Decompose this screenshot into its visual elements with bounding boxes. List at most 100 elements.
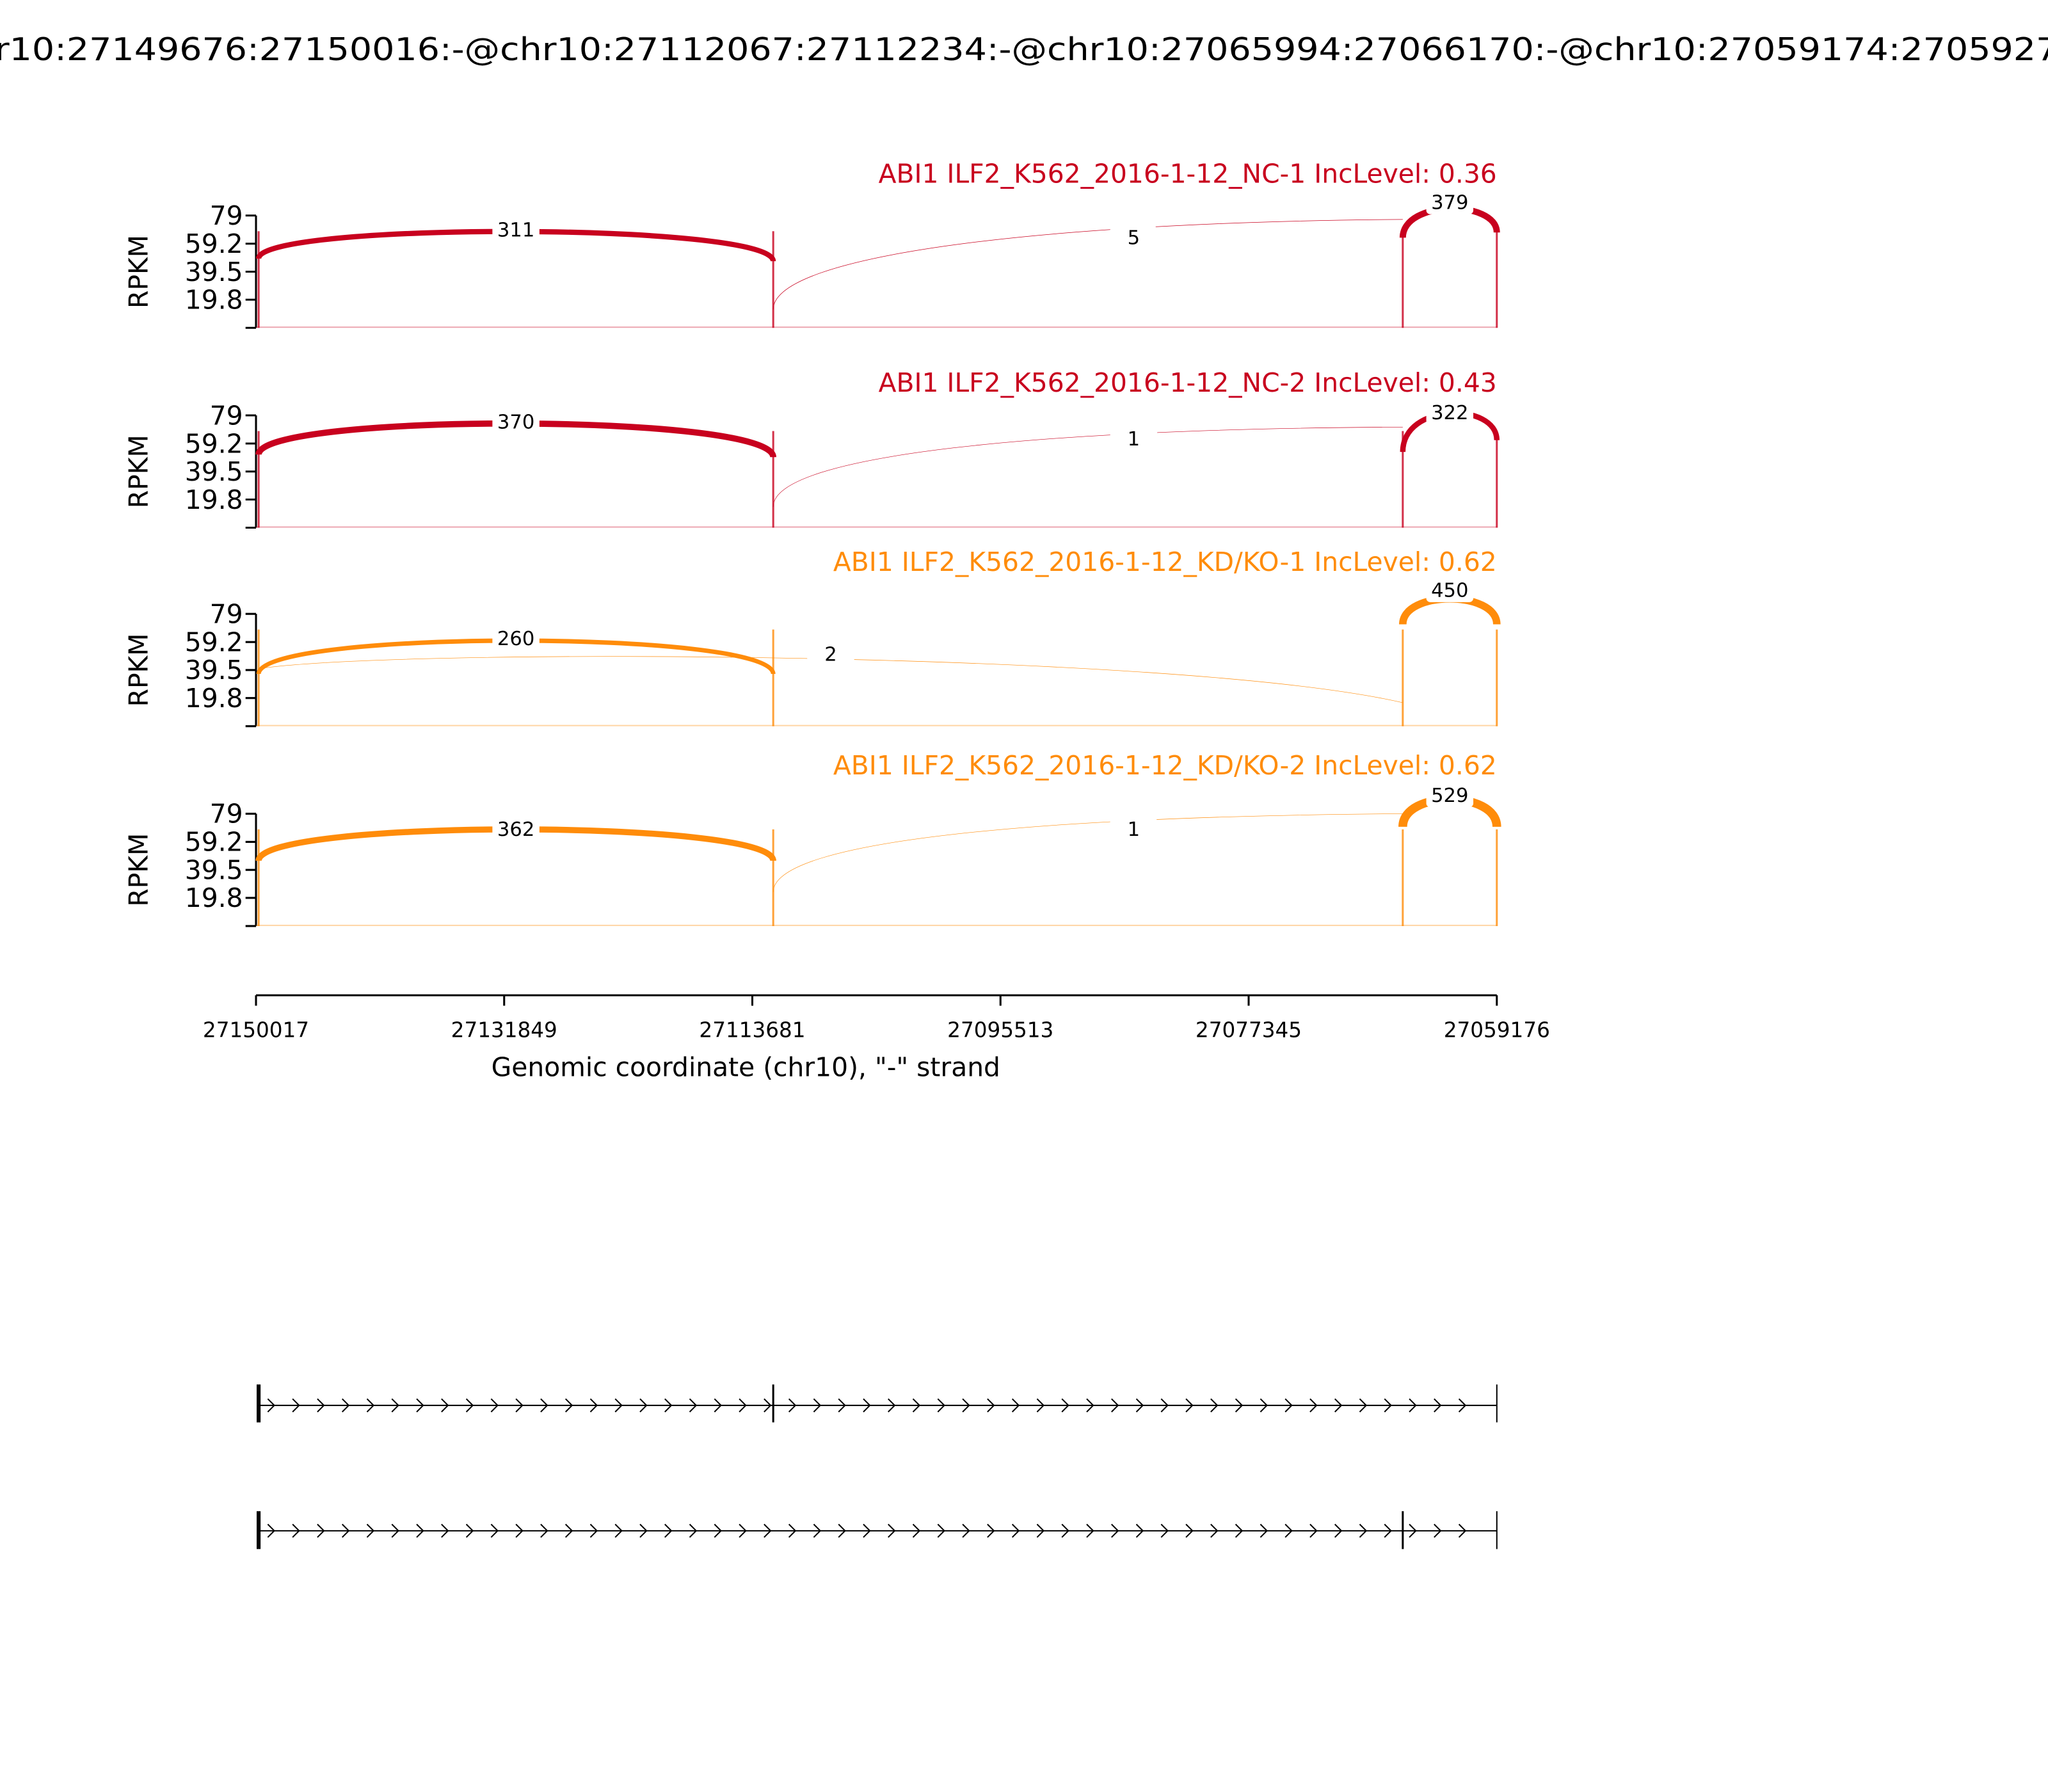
chevron [416,1398,424,1412]
junction-label-bg [1110,817,1158,842]
chevron [788,1398,797,1412]
chevrons [267,1398,1467,1538]
y-tick-label: 19.8 [185,285,243,316]
y-tick-label: 19.8 [185,683,243,714]
chevron [1359,1398,1368,1412]
x-tick-label: 27131849 [451,1018,557,1042]
chevron [465,1398,474,1412]
chevron [1011,1398,1020,1412]
chevron [639,1398,648,1412]
chevron [589,1398,598,1412]
panel-label: ABI1 ILF2_K562_2016-1-12_NC-2 IncLevel: … [879,367,1497,398]
junction-label-bg [492,817,540,842]
chevron [788,1523,797,1538]
junction-label-bg [1426,783,1474,808]
chevron [912,1523,921,1538]
chevron [1384,1398,1392,1412]
chevron [1458,1523,1467,1538]
chevron [714,1398,722,1412]
chevron [937,1523,945,1538]
chevron [739,1398,747,1412]
chevron [714,1523,722,1538]
chevron [1284,1523,1293,1538]
chevron [1185,1398,1194,1412]
chevron [1235,1398,1244,1412]
panel-label: ABI1 ILF2_K562_2016-1-12_KD/KO-1 IncLeve… [833,547,1497,577]
junction-label-bg [1110,427,1158,451]
chevron [341,1398,350,1412]
y-tick-label: 19.8 [185,484,243,515]
x-tick-label: 27150017 [203,1018,309,1042]
chevron [564,1523,573,1538]
junction-label: 362 [497,819,534,841]
chevron [465,1523,474,1538]
chevron [1235,1523,1244,1538]
chevron [1160,1523,1169,1538]
x-tick-label: 27059176 [1444,1018,1550,1042]
chevron [912,1398,921,1412]
junction-label-bg [492,627,540,651]
chevron [1409,1523,1417,1538]
chevron [614,1523,623,1538]
y-tick-label: 79 [210,400,243,431]
junction-label: 529 [1431,785,1468,807]
gene-models [257,1384,1498,1549]
chevron [292,1523,300,1538]
chevron [267,1523,276,1538]
chevron [317,1398,325,1412]
chevron [1086,1523,1094,1538]
chevron [341,1523,350,1538]
chevron [1160,1398,1169,1412]
chevron [1434,1398,1442,1412]
chevron [441,1398,449,1412]
y-axis-label: RPKM [124,435,154,508]
y-tick-label: 79 [210,200,243,231]
chart-title: r10:27149676:27150016:-@chr10:27112067:2… [0,31,2048,68]
chevron [589,1523,598,1538]
junction-label: 1 [1128,428,1140,451]
chevron [1036,1523,1045,1538]
junction-label-bg [1426,190,1474,214]
chevron [689,1523,698,1538]
chevron [292,1398,300,1412]
chevron [1434,1523,1442,1538]
chevron [1061,1398,1069,1412]
chevron [639,1523,648,1538]
chevron [1409,1398,1417,1412]
chevron [391,1523,399,1538]
y-tick-label: 39.5 [185,854,243,885]
chevron [366,1398,375,1412]
chevron [540,1398,548,1412]
chevron [664,1398,673,1412]
chevron [863,1523,871,1538]
chevron [689,1398,698,1412]
chevron [267,1398,276,1412]
x-axis-label: Genomic coordinate (chr10), "-" strand [492,1052,1000,1083]
chevron [962,1523,970,1538]
chevron [1260,1398,1268,1412]
y-tick-label: 59.2 [185,428,243,459]
chevron [888,1523,896,1538]
y-tick-label: 59.2 [185,228,243,259]
panel-label: ABI1 ILF2_K562_2016-1-12_KD/KO-2 IncLeve… [833,750,1497,781]
chevron [1334,1523,1343,1538]
chevron [1260,1523,1268,1538]
y-tick-label: 79 [210,799,243,829]
chevron [1086,1398,1094,1412]
chevron [490,1398,499,1412]
chevron [614,1398,623,1412]
chevron [1210,1398,1219,1412]
chevron [888,1398,896,1412]
chevron [962,1398,970,1412]
chevron [515,1523,524,1538]
chevron [1061,1523,1069,1538]
chevron [1135,1523,1144,1538]
y-tick-label: 59.2 [185,827,243,858]
chevron [937,1398,945,1412]
chevron [1011,1523,1020,1538]
chevron [838,1398,846,1412]
junction-arc [772,813,1403,892]
chevron [1036,1398,1045,1412]
x-tick-label: 27077345 [1196,1018,1302,1042]
